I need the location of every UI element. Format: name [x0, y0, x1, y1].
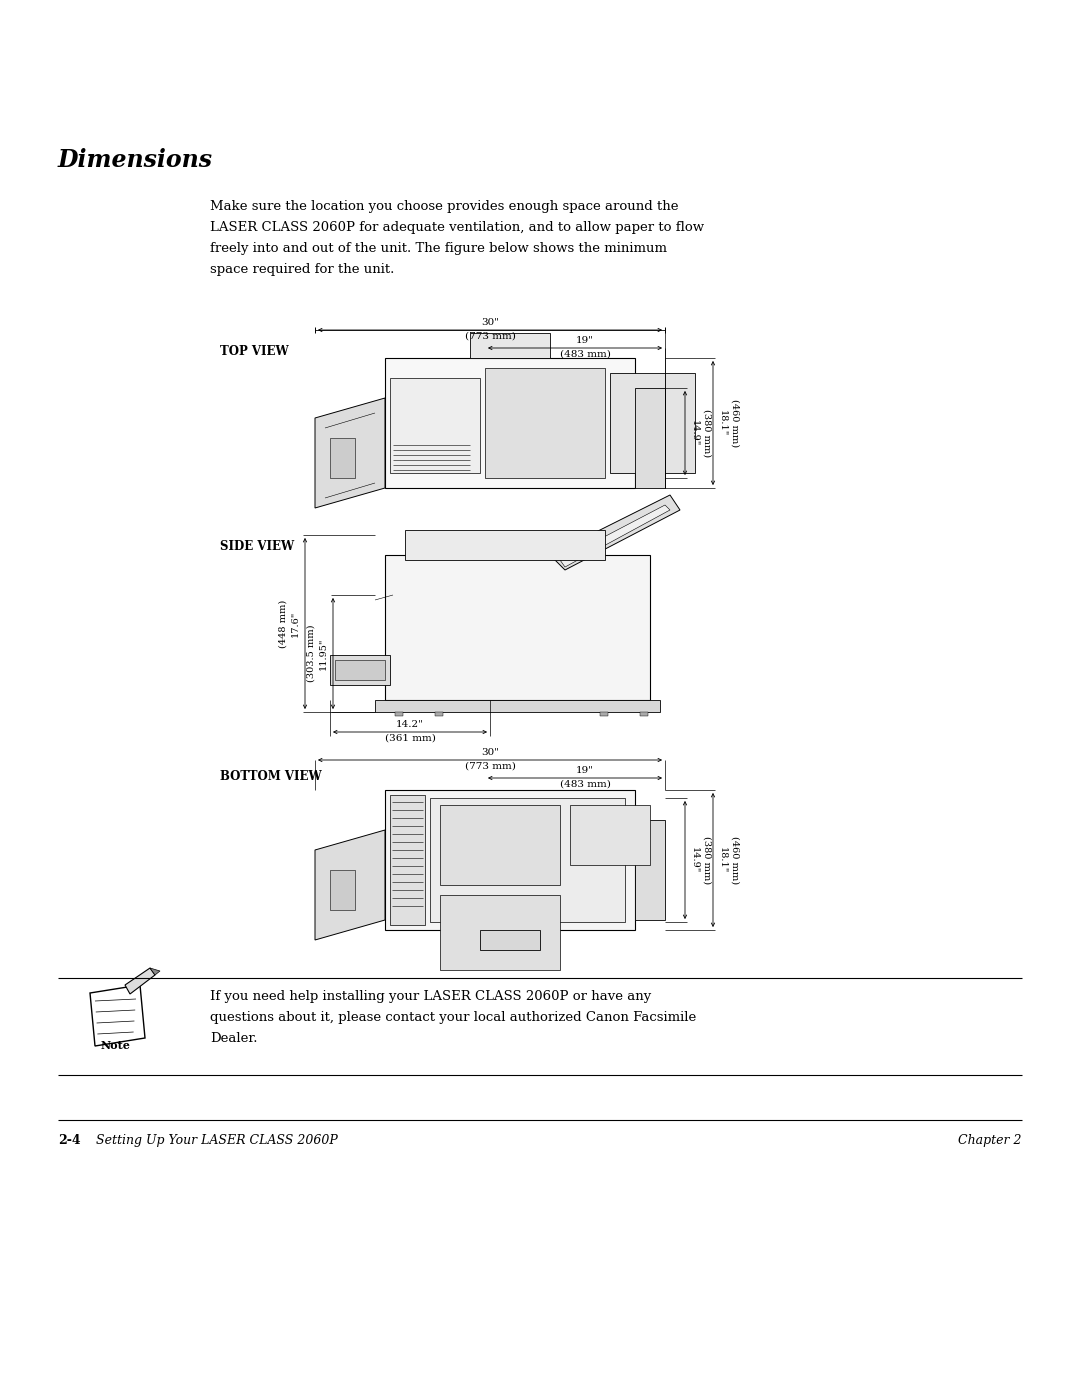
Bar — [330, 870, 355, 909]
Bar — [405, 529, 605, 560]
Text: (448 mm): (448 mm) — [279, 599, 288, 648]
Text: 30": 30" — [481, 747, 499, 757]
Text: Dealer.: Dealer. — [210, 1032, 257, 1045]
Bar — [635, 820, 665, 921]
Text: 14.2": 14.2" — [396, 719, 424, 729]
Text: If you need help installing your LASER CLASS 2060P or have any: If you need help installing your LASER C… — [210, 990, 651, 1003]
Bar — [640, 712, 648, 717]
Bar — [485, 367, 605, 478]
Polygon shape — [315, 398, 384, 509]
Text: (380 mm): (380 mm) — [702, 835, 711, 884]
Bar — [600, 712, 608, 717]
Text: SIDE VIEW: SIDE VIEW — [220, 541, 294, 553]
Text: Setting Up Your LASER CLASS 2060P: Setting Up Your LASER CLASS 2060P — [96, 1134, 338, 1147]
Bar — [384, 789, 635, 930]
Bar — [330, 655, 390, 685]
Bar — [440, 895, 561, 970]
Text: (773 mm): (773 mm) — [464, 761, 515, 771]
Bar — [390, 379, 480, 474]
Bar — [635, 388, 665, 488]
Text: space required for the unit.: space required for the unit. — [210, 263, 394, 277]
Text: (483 mm): (483 mm) — [559, 780, 610, 789]
Text: Make sure the location you choose provides enough space around the: Make sure the location you choose provid… — [210, 200, 678, 212]
Text: LASER CLASS 2060P for adequate ventilation, and to allow paper to flow: LASER CLASS 2060P for adequate ventilati… — [210, 221, 704, 235]
Polygon shape — [150, 968, 160, 975]
Text: 30": 30" — [481, 319, 499, 327]
Text: 14.9": 14.9" — [690, 847, 699, 873]
Text: (303.5 mm): (303.5 mm) — [307, 624, 316, 682]
Text: 19": 19" — [576, 337, 594, 345]
Text: Note: Note — [100, 1039, 130, 1051]
Bar — [435, 712, 443, 717]
Bar — [384, 555, 650, 700]
Bar — [570, 805, 650, 865]
Text: freely into and out of the unit. The figure below shows the minimum: freely into and out of the unit. The fig… — [210, 242, 667, 256]
Bar — [384, 358, 635, 488]
Bar — [430, 798, 625, 922]
Bar — [440, 805, 561, 886]
Bar — [480, 930, 540, 950]
Bar — [470, 332, 550, 358]
Text: Chapter 2: Chapter 2 — [959, 1134, 1022, 1147]
Bar — [610, 373, 696, 474]
Text: 19": 19" — [576, 766, 594, 775]
Bar — [390, 795, 426, 925]
Polygon shape — [561, 504, 670, 567]
Polygon shape — [125, 968, 156, 995]
Text: (773 mm): (773 mm) — [464, 332, 515, 341]
Polygon shape — [90, 985, 145, 1046]
Text: 11.95": 11.95" — [319, 637, 328, 669]
Bar — [395, 712, 403, 717]
Bar — [330, 439, 355, 478]
Bar — [335, 659, 384, 680]
Text: (361 mm): (361 mm) — [384, 733, 435, 743]
Text: questions about it, please contact your local authorized Canon Facsimile: questions about it, please contact your … — [210, 1011, 697, 1024]
Text: 2-4: 2-4 — [58, 1134, 81, 1147]
Text: 18.1": 18.1" — [718, 847, 727, 873]
Bar — [375, 700, 660, 712]
Text: (460 mm): (460 mm) — [730, 835, 739, 884]
Text: (380 mm): (380 mm) — [702, 409, 711, 457]
Text: 14.9": 14.9" — [690, 420, 699, 446]
Text: 18.1": 18.1" — [718, 409, 727, 436]
Text: BOTTOM VIEW: BOTTOM VIEW — [220, 770, 322, 782]
Text: TOP VIEW: TOP VIEW — [220, 345, 288, 358]
Text: (460 mm): (460 mm) — [730, 400, 739, 447]
Polygon shape — [550, 495, 680, 570]
Text: 17.6": 17.6" — [291, 610, 300, 637]
Text: (483 mm): (483 mm) — [559, 351, 610, 359]
Text: Dimensions: Dimensions — [58, 148, 213, 172]
Polygon shape — [315, 830, 384, 940]
